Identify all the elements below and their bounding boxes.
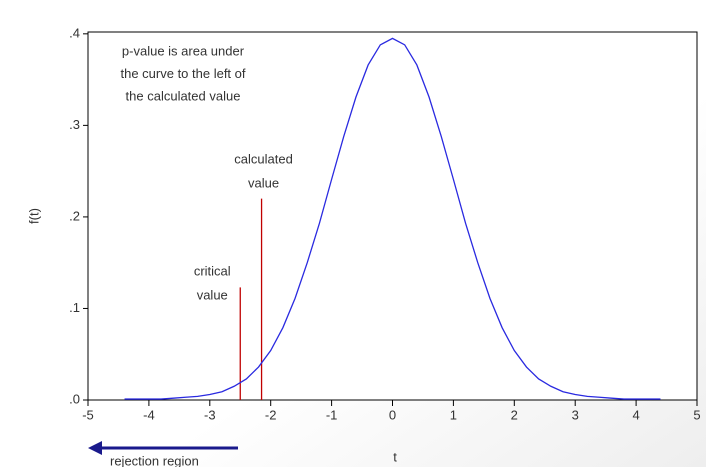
annotation: the curve to the left of [120, 66, 245, 81]
x-tick-label: 2 [511, 407, 518, 422]
x-tick-label: -1 [326, 407, 338, 422]
reference-label: calculated [234, 151, 293, 166]
x-tick-label: 4 [632, 407, 639, 422]
x-tick-label: -3 [204, 407, 216, 422]
y-tick-label: .3 [69, 117, 80, 132]
x-tick-label: 0 [389, 407, 396, 422]
y-tick-label: .1 [69, 300, 80, 315]
plot-area [87, 31, 698, 401]
x-tick-label: 5 [693, 407, 700, 422]
density-curve [124, 37, 661, 400]
y-tick-label: .0 [69, 391, 80, 406]
reference-label: value [197, 287, 228, 302]
x-tick-label: -4 [143, 407, 155, 422]
y-axis-label: f(t) [26, 208, 41, 224]
x-tick-label: -5 [82, 407, 94, 422]
reference-label: value [248, 175, 279, 190]
annotation: p-value is area under [122, 43, 245, 58]
region-label: rejection region [110, 453, 199, 467]
x-tick-label: 1 [450, 407, 457, 422]
x-tick-label: -2 [265, 407, 277, 422]
annotation: the calculated value [126, 88, 241, 103]
reference-label: critical [194, 263, 231, 278]
region-arrow-head [88, 441, 102, 455]
x-axis-label: t [393, 449, 397, 464]
y-tick-label: .4 [69, 25, 80, 40]
y-tick-label: .2 [69, 208, 80, 223]
x-tick-label: 3 [572, 407, 579, 422]
